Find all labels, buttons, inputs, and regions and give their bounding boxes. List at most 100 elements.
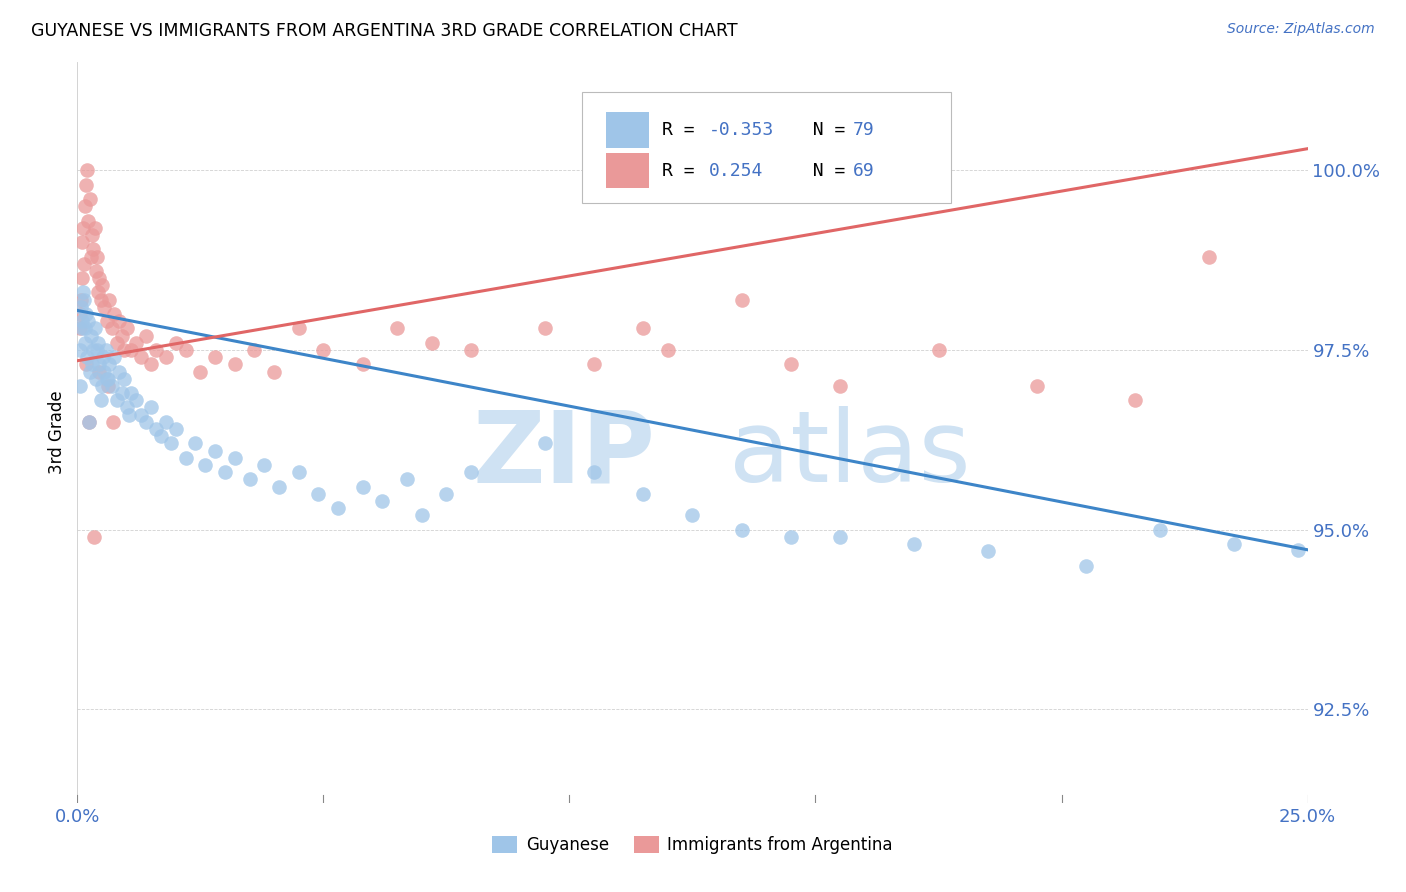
Point: [91, 350, 114, 364]
Point: [72, 285, 94, 300]
Point: [830, 530, 852, 544]
Point: [135, 328, 157, 343]
Point: [385, 321, 409, 335]
Point: [460, 465, 482, 479]
Point: [155, 350, 177, 364]
Point: [188, 365, 212, 379]
Point: [326, 501, 350, 516]
Point: [96, 314, 118, 328]
Point: [90, 278, 114, 293]
Point: [73, 257, 96, 271]
Point: [105, 393, 128, 408]
Y-axis label: 3rd Grade: 3rd Grade: [48, 391, 66, 475]
Point: [72, 220, 94, 235]
Point: [70, 314, 93, 328]
Point: [79, 192, 101, 206]
Point: [121, 386, 143, 401]
Point: [267, 479, 291, 493]
Point: [194, 458, 217, 472]
Point: [1026, 379, 1049, 393]
Point: [76, 163, 98, 178]
Point: [150, 429, 173, 443]
Point: [77, 213, 100, 227]
Point: [141, 357, 163, 371]
Point: [129, 350, 153, 364]
Point: [1076, 558, 1098, 573]
Point: [121, 343, 143, 357]
Point: [80, 328, 103, 343]
Point: [96, 372, 118, 386]
Point: [101, 321, 124, 335]
Point: [108, 314, 131, 328]
Point: [115, 401, 138, 415]
Point: [830, 379, 852, 393]
Point: [204, 350, 226, 364]
Point: [112, 343, 135, 357]
Point: [83, 321, 105, 335]
Point: [308, 486, 330, 500]
Point: [73, 335, 96, 350]
Point: [583, 357, 606, 371]
Point: [77, 314, 100, 328]
Legend: Guyanese, Immigrants from Argentina: Guyanese, Immigrants from Argentina: [485, 830, 900, 861]
Point: [82, 227, 104, 242]
Point: [1223, 537, 1246, 551]
Point: [682, 508, 704, 523]
Point: [93, 365, 115, 379]
Point: [69, 379, 91, 393]
Point: [86, 250, 108, 264]
Point: [352, 479, 374, 493]
Point: [420, 335, 443, 350]
Point: [312, 343, 335, 357]
Point: [583, 465, 606, 479]
Point: [77, 415, 100, 429]
Point: [82, 243, 104, 257]
Text: GUYANESE VS IMMIGRANTS FROM ARGENTINA 3RD GRADE CORRELATION CHART: GUYANESE VS IMMIGRANTS FROM ARGENTINA 3R…: [31, 22, 738, 40]
Point: [87, 365, 110, 379]
Point: [174, 450, 197, 465]
Point: [111, 328, 132, 343]
Point: [288, 321, 311, 335]
Point: [89, 271, 111, 285]
Text: N =: N =: [792, 120, 856, 139]
Point: [243, 343, 266, 357]
Point: [83, 220, 105, 235]
Point: [69, 321, 91, 335]
Point: [731, 293, 754, 307]
Point: [731, 523, 754, 537]
Point: [239, 472, 262, 486]
Point: [534, 436, 557, 450]
Point: [288, 465, 311, 479]
Point: [103, 350, 125, 364]
Point: [97, 372, 120, 386]
Point: [1149, 523, 1171, 537]
Point: [224, 357, 246, 371]
Point: [224, 450, 246, 465]
Point: [1125, 393, 1147, 408]
Point: [90, 379, 114, 393]
Point: [125, 335, 148, 350]
Point: [165, 335, 187, 350]
Point: [98, 357, 121, 371]
Point: [125, 393, 148, 408]
Point: [534, 321, 557, 335]
Point: [145, 343, 167, 357]
Point: [1286, 542, 1309, 557]
Point: [371, 494, 394, 508]
Point: [112, 372, 135, 386]
Point: [98, 293, 121, 307]
FancyBboxPatch shape: [606, 153, 650, 188]
Point: [70, 235, 93, 249]
Point: [396, 472, 419, 486]
Point: [411, 508, 433, 523]
Point: [80, 250, 103, 264]
Point: [108, 365, 131, 379]
Point: [115, 321, 138, 335]
Point: [174, 343, 197, 357]
Point: [780, 530, 803, 544]
Point: [928, 343, 950, 357]
Point: [70, 300, 93, 314]
Point: [97, 379, 120, 393]
Point: [84, 264, 107, 278]
Text: atlas: atlas: [730, 407, 972, 503]
